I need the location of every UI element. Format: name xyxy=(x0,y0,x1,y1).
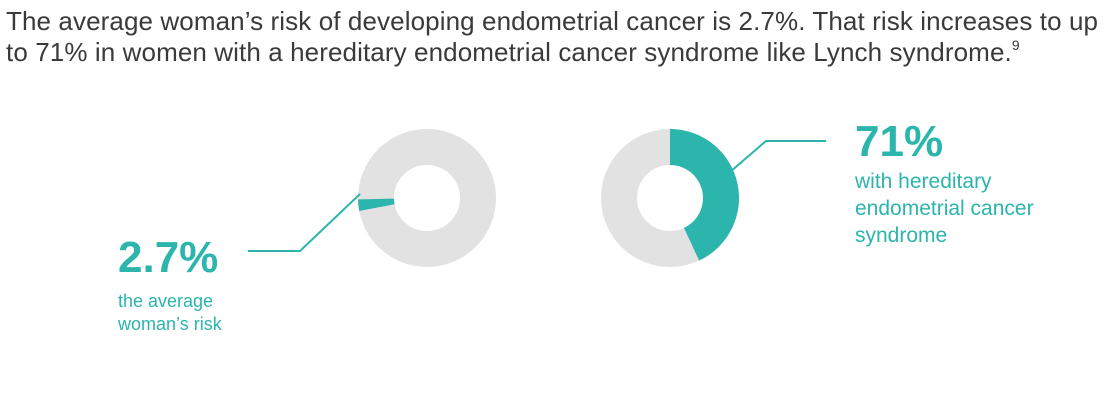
footnote-marker: 9 xyxy=(1011,37,1020,53)
donut-chart-hereditary-risk: 71% with hereditary endometrial cancer s… xyxy=(601,117,1034,267)
donut-track-average-risk xyxy=(358,129,496,267)
caption-line-hereditary-risk-2: endometrial cancer xyxy=(855,197,1034,220)
caption-line-average-risk-2: woman’s risk xyxy=(117,314,223,334)
value-label-average-risk: 2.7% xyxy=(118,233,218,282)
caption-line-hereditary-risk-3: syndrome xyxy=(855,224,947,247)
caption-line-hereditary-risk-1: with hereditary xyxy=(854,170,992,193)
leader-line-average-risk xyxy=(248,193,361,252)
donut-slice-average-risk xyxy=(358,198,395,212)
caption-line-average-risk-1: the average xyxy=(118,291,213,311)
intro-text: The average woman’s risk of developing e… xyxy=(6,6,1099,67)
donut-slice-hereditary-risk xyxy=(670,129,739,261)
value-label-hereditary-risk: 71% xyxy=(855,117,943,166)
donut-chart-average-risk: 2.7% the average woman’s risk xyxy=(117,129,496,334)
leader-line-hereditary-risk xyxy=(729,140,826,173)
intro-paragraph: The average woman’s risk of developing e… xyxy=(6,6,1106,68)
